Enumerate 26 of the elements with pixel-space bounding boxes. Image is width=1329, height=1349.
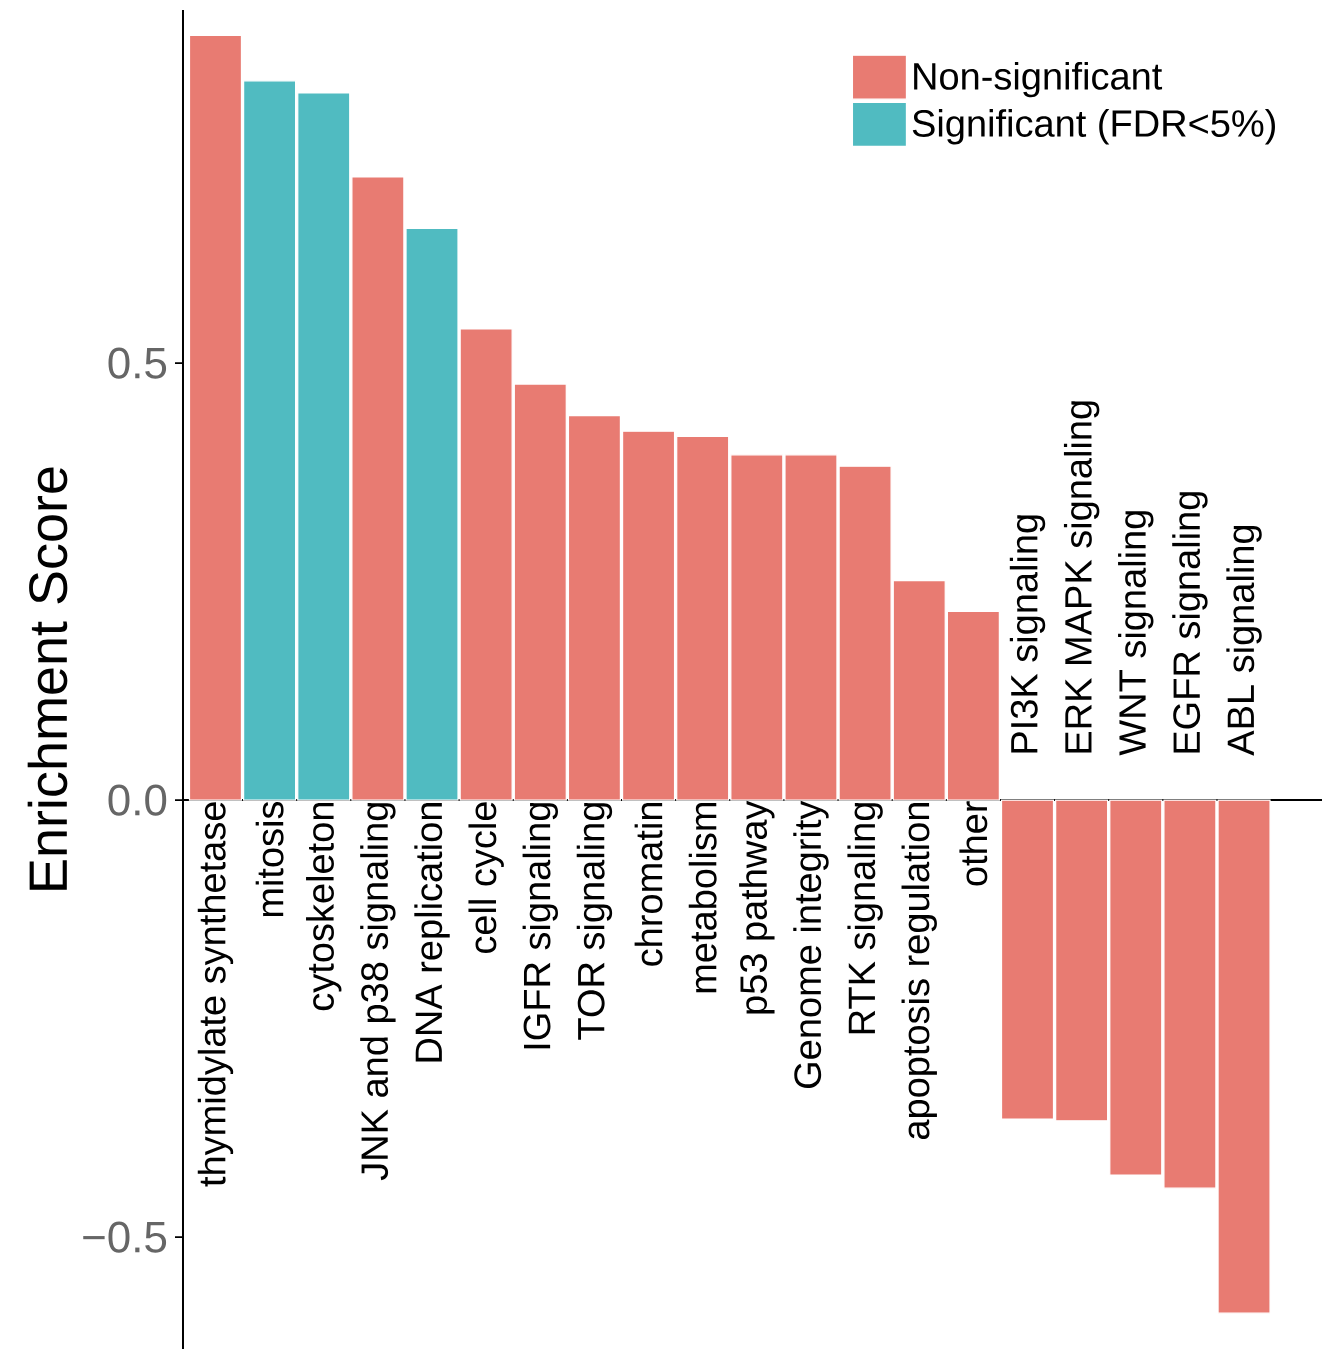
y-tick-label: −0.5 — [83, 1221, 167, 1253]
x-tick-label: other — [959, 801, 988, 886]
x-tick-label: PI3K signaling — [1009, 515, 1046, 753]
legend-label: Significant (FDR<5%) — [912, 109, 1275, 145]
x-tick-label: Genome integrity — [793, 800, 829, 1088]
y-tick-label: 0.0 — [108, 784, 167, 816]
x-tick-label: thymidylate synthetase — [197, 802, 234, 1187]
x-tick-label: mitosis — [255, 801, 284, 917]
x-tick-label: ABL signaling — [1226, 525, 1262, 756]
x-tick-label: chromatin — [634, 803, 663, 966]
x-tick-label: RTK signaling — [847, 803, 883, 1034]
x-tick-label: EGFR signaling — [1172, 492, 1208, 753]
x-tick-label: cell cycle — [468, 802, 504, 954]
y-axis-title: Enrichment Score — [27, 467, 68, 890]
x-tick-label: cytoskeleton — [306, 803, 342, 1011]
x-tick-label: JNK and p38 signaling — [360, 803, 396, 1181]
legend-label: Non-significant — [914, 61, 1163, 98]
y-tick-label: 0.5 — [108, 347, 167, 379]
x-tick-label: IGFR signaling — [522, 803, 558, 1049]
x-tick-label: p53 pathway — [739, 800, 775, 1014]
x-tick-label: TOR signaling — [576, 803, 613, 1040]
x-tick-label: WNT signaling — [1118, 511, 1154, 756]
x-tick-label: ERK MAPK signaling — [1063, 401, 1100, 753]
x-tick-label: metabolism — [688, 803, 717, 993]
x-tick-label: DNA replication — [414, 803, 450, 1062]
x-tick-label: apoptosis regulation — [901, 803, 937, 1140]
